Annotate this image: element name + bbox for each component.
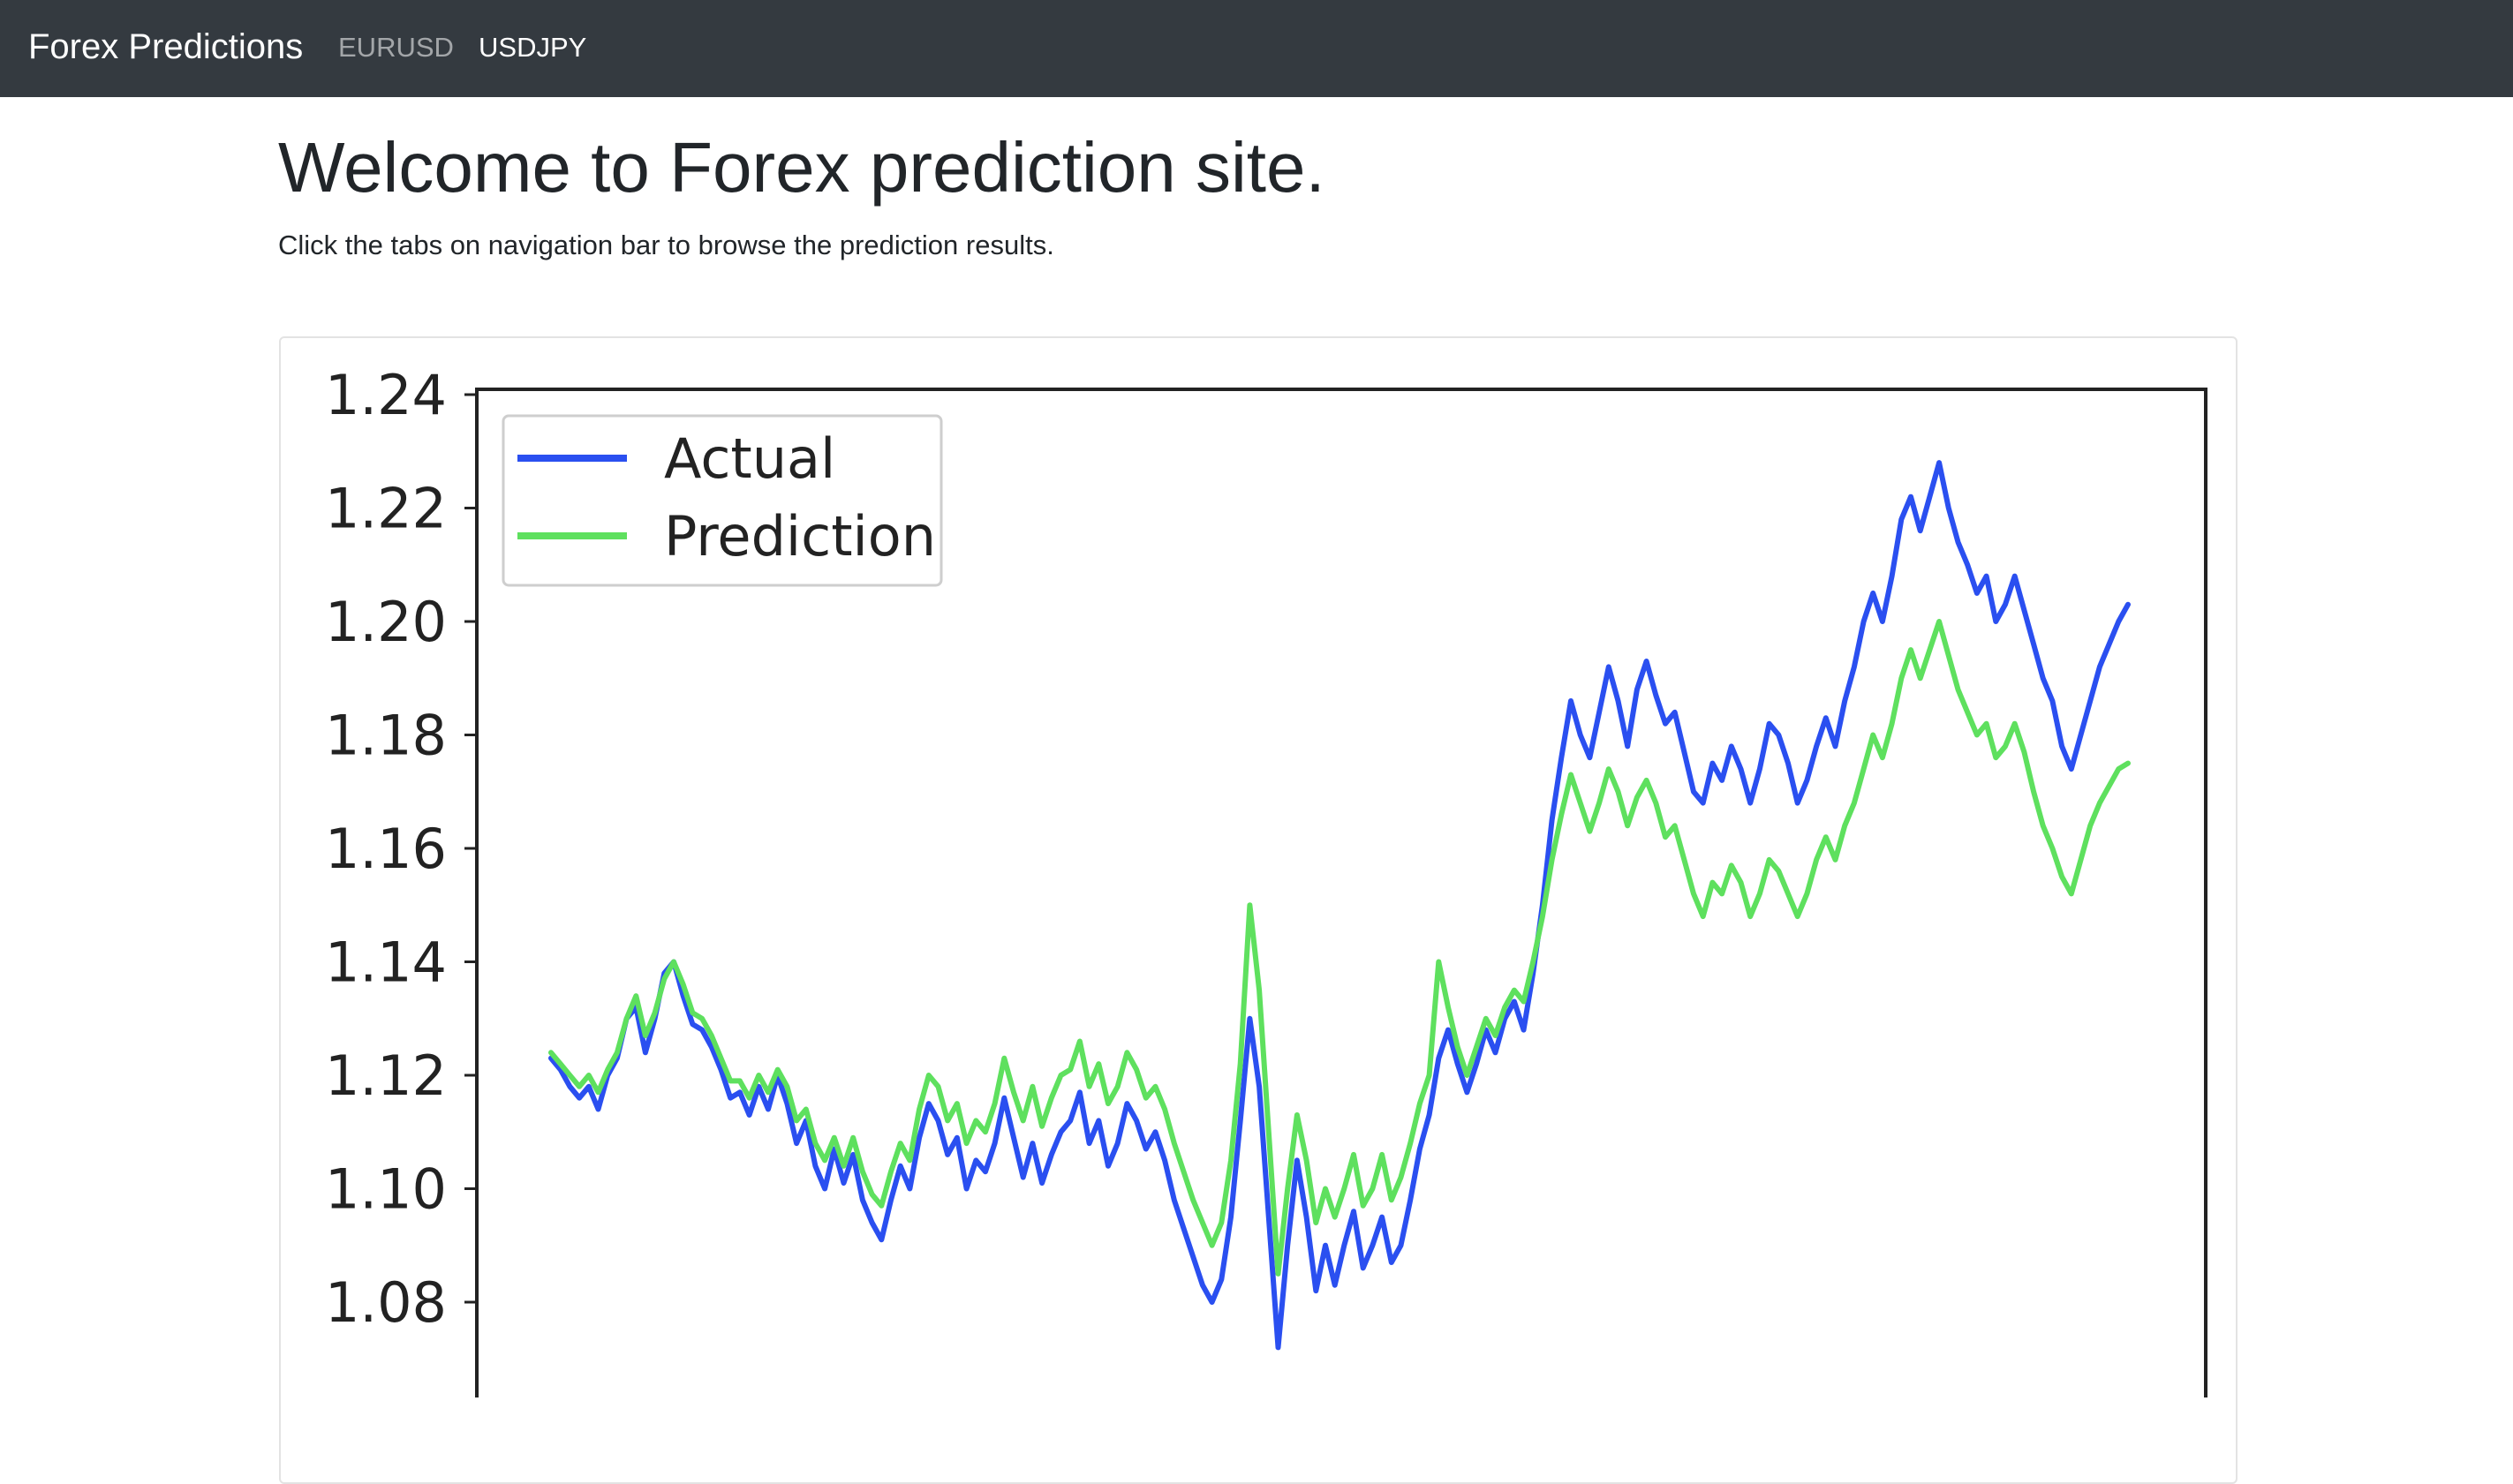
y-tick-label: 1.12 [325,1043,447,1108]
prediction-chart-card: 1.24 1.22 1.20 1.18 1.16 1.14 1.12 1.10 1.08 Actu… [279,336,2238,1484]
y-tick-label: 1.14 [325,930,447,995]
y-tick-label: 1.20 [325,590,447,654]
page-title: Welcome to Forex prediction site. [278,128,1325,207]
y-tick-label: 1.10 [325,1157,447,1222]
y-tick-label: 1.24 [325,363,447,427]
y-tick-label: 1.22 [325,477,447,541]
page-subtitle: Click the tabs on navigation bar to brow… [278,230,1054,260]
navbar: Forex Predictions EURUSD USDJPY [0,0,2513,97]
nav-link-usdjpy[interactable]: USDJPY [479,32,587,63]
legend-label: Actual [664,426,835,491]
series-line-prediction [548,619,2131,1277]
y-tick-label: 1.18 [325,704,447,768]
y-tick-label: 1.08 [325,1270,447,1335]
prediction-chart: 1.24 1.22 1.20 1.18 1.16 1.14 1.12 1.10 1.08 Actu… [325,363,2207,1397]
series-line-actual [548,460,2131,1351]
navbar-brand[interactable]: Forex Predictions [28,27,304,66]
nav-link-eurusd[interactable]: EURUSD [338,32,454,63]
legend-label: Prediction [664,504,936,569]
y-tick-label: 1.16 [325,817,447,881]
